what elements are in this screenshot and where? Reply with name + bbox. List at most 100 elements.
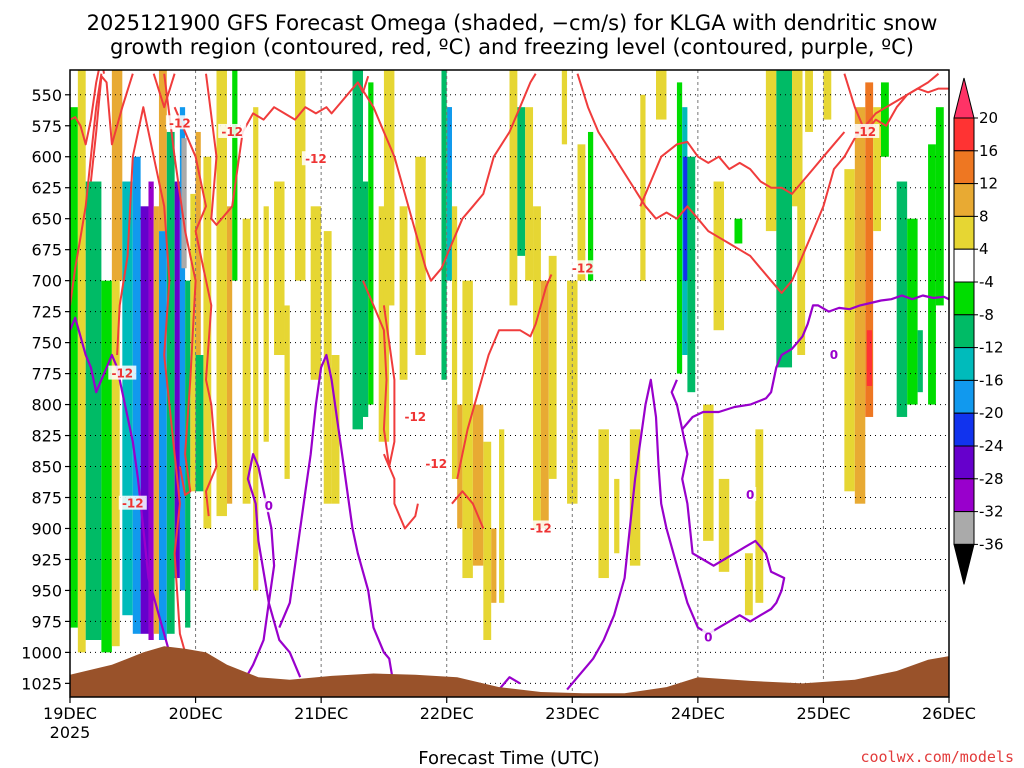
colorbar-segment — [953, 511, 975, 545]
terrain-fill — [70, 646, 949, 697]
y-tick-label: 825 — [31, 427, 62, 446]
omega-cell — [805, 70, 813, 132]
y-tick-label: 1025 — [21, 674, 62, 693]
y-tick-label: 900 — [31, 519, 62, 538]
dgz-contour-line — [205, 73, 370, 226]
omega-cell — [525, 107, 534, 281]
plot-area: -12 -12 -12 -12 -12 -12 -12 -12 -12 -12 0 0 0 0 — [70, 70, 949, 697]
y-tick-label: 800 — [31, 396, 62, 415]
omega-cell — [792, 70, 803, 207]
colorbar-top-arrow — [953, 77, 975, 119]
chart-title-line2: growth region (contoured, red, ºC) and f… — [110, 35, 914, 59]
y-tick-label: 550 — [31, 86, 62, 105]
colorbar-tick-label: -36 — [979, 535, 1004, 553]
omega-cell — [935, 107, 944, 306]
omega-cell — [77, 70, 86, 653]
omega-cell — [294, 70, 306, 281]
freezing-level-contour-line — [681, 294, 949, 431]
dgz-contour-label: -12 — [530, 521, 552, 535]
omega-cell — [598, 429, 609, 579]
omega-cell — [101, 280, 112, 653]
omega-cell — [284, 305, 290, 479]
y-tick-label: 575 — [31, 117, 62, 136]
omega-cell — [415, 156, 426, 355]
omega-cell — [880, 82, 889, 157]
omega-cell — [352, 70, 363, 430]
y-tick-label: 950 — [31, 581, 62, 600]
y-tick-label: 850 — [31, 458, 62, 477]
colorbar: 20 16 12 8 4 -4 -8 -12 -16 -20 -24 -28 -32 -36 — [953, 77, 1004, 585]
omega-cell — [226, 206, 233, 504]
omega-cell — [158, 70, 167, 232]
omega-cell — [195, 355, 204, 492]
colorbar-segment — [953, 379, 975, 414]
colorbar-segment — [953, 117, 975, 152]
dgz-contour-line — [89, 73, 134, 182]
omega-cell — [274, 181, 285, 355]
omega-cell — [687, 156, 696, 393]
omega-cell — [755, 429, 764, 603]
dgz-contour-line — [173, 106, 218, 517]
omega-cell — [713, 181, 725, 331]
colorbar-tick-label: -4 — [979, 273, 994, 291]
omega-cell — [70, 107, 78, 628]
omega-cell — [509, 70, 518, 306]
dgz-label-bg — [165, 115, 194, 130]
colorbar-segment — [953, 281, 975, 316]
colorbar-tick-label: -20 — [979, 404, 1004, 422]
omega-cell — [383, 70, 395, 306]
dgz-contour-label: -12 — [854, 125, 876, 139]
x-year-label: 2025 — [50, 723, 91, 742]
omega-cell — [181, 138, 187, 269]
dgz-contour-label: -12 — [425, 457, 447, 471]
dgz-contour-label: -12 — [221, 125, 243, 139]
freezing-label-bg — [744, 487, 757, 502]
x-tick-label: 24DEC — [671, 704, 725, 723]
omega-cell — [216, 70, 227, 517]
freezing-level-contour-line — [70, 316, 176, 678]
omega-cell — [368, 82, 374, 405]
freezing-level-label: 0 — [704, 631, 712, 645]
colorbar-tick-label: 12 — [979, 175, 998, 193]
freezing-label-bg — [262, 498, 275, 513]
dgz-contour-label: -12 — [572, 261, 594, 275]
omega-cell — [85, 181, 102, 641]
omega-cell — [447, 107, 452, 182]
dgz-label-bg — [401, 408, 430, 423]
omega-cell — [765, 70, 777, 232]
y-tick-label: 925 — [31, 550, 62, 569]
omega-cell — [451, 206, 458, 479]
x-tick-label: 22DEC — [420, 704, 474, 723]
x-tick-label: 23DEC — [545, 704, 599, 723]
omega-cell — [907, 218, 918, 405]
omega-cell — [734, 218, 743, 244]
colorbar-segment — [953, 183, 975, 217]
dgz-label-bg — [526, 520, 555, 535]
omega-cell — [491, 528, 497, 603]
grid-layer — [70, 70, 949, 697]
dgz-contour-layer — [70, 70, 949, 653]
y-tick-label: 1000 — [21, 643, 62, 662]
omega-cell — [577, 144, 586, 281]
contour-label-layer: -12 -12 -12 -12 -12 -12 -12 -12 -12 -12 0 0 0 0 — [108, 115, 880, 645]
dgz-label-bg — [218, 123, 247, 138]
freezing-level-label: 0 — [265, 499, 273, 513]
omega-cell — [540, 280, 549, 529]
colorbar-tick-label: 16 — [979, 142, 998, 160]
dgz-label-bg — [108, 365, 137, 380]
omega-cell — [917, 330, 923, 393]
colorbar-segment — [953, 347, 975, 381]
omega-cell — [174, 181, 180, 579]
omega-cell — [823, 70, 832, 120]
dgz-contour-line — [451, 490, 485, 529]
dgz-contour-line — [70, 73, 103, 306]
dgz-label-bg — [301, 151, 330, 166]
omega-cell — [614, 478, 620, 554]
y-tick-label: 975 — [31, 612, 62, 631]
colorbar-tick-label: -12 — [979, 339, 1004, 357]
omega-cell — [928, 144, 936, 405]
omega-cell — [483, 441, 492, 640]
omega-cell — [185, 280, 191, 628]
omega-cell — [446, 107, 452, 281]
omega-cell — [158, 231, 167, 640]
